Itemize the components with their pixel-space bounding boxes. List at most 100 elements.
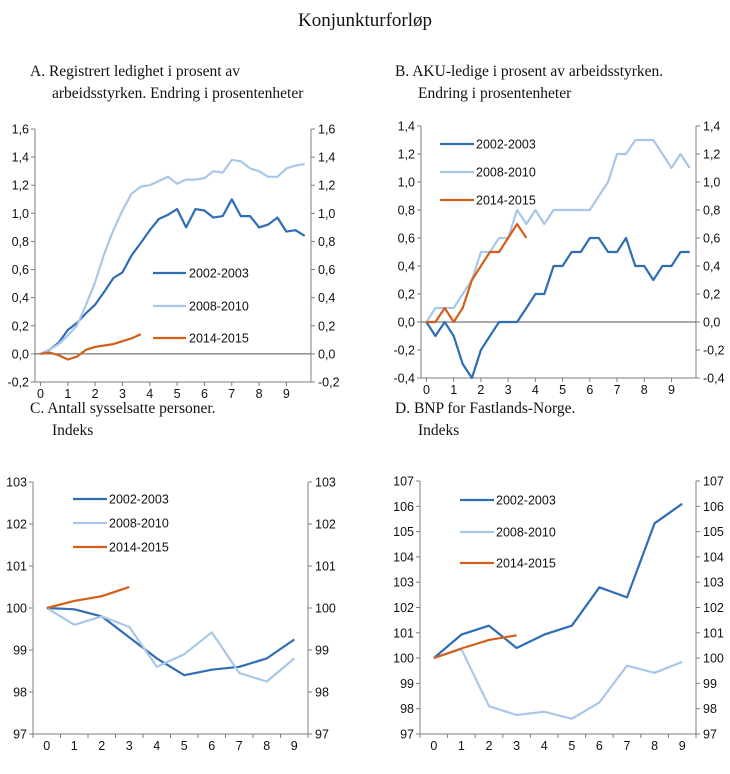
x-tick-label: 7	[614, 383, 621, 397]
panel-b-title: B. AKU-ledige i prosent av arbeidsstyrke…	[395, 61, 663, 105]
y-tick-label-right: 0,6	[318, 263, 335, 277]
y-tick-label-right: 0,2	[703, 288, 720, 302]
y-tick-label-left: 99	[13, 644, 27, 658]
y-tick-label-right: 0,8	[703, 204, 720, 218]
y-tick-label-right: 100	[703, 652, 724, 666]
panel-b-title-line-1: B. AKU-ledige i prosent av arbeidsstyrke…	[395, 63, 664, 80]
x-tick-label: 3	[505, 383, 512, 397]
y-tick-label-right: 0,0	[703, 316, 720, 330]
panel-a-title-line-2: arbeidsstyrken. Endring i prosentenheter	[52, 85, 304, 102]
panel-d-title-line-1: D. BNP for Fastlands-Norge.	[395, 400, 576, 417]
y-tick-label-right: 99	[703, 677, 717, 691]
x-tick-label: 0	[37, 387, 44, 401]
y-tick-label-right: -0,2	[703, 344, 725, 358]
y-tick-label-right: 0,0	[318, 347, 335, 361]
figure-title: Konjunkturforløp	[297, 10, 433, 31]
series-line-2014-2015	[40, 333, 142, 361]
series-line-2014-2015	[46, 585, 130, 610]
x-tick-label: 5	[559, 383, 566, 397]
x-tick-label: 2	[98, 739, 105, 753]
y-tick-label-right: 97	[315, 728, 329, 742]
y-tick-label-left: 0,6	[398, 232, 415, 246]
panel-d-title: D. BNP for Fastlands-Norge. Indeks	[395, 398, 575, 442]
y-tick-label-left: -0,2	[7, 376, 29, 390]
y-tick-label-right: 101	[315, 560, 336, 574]
y-tick-label-right: 103	[703, 576, 724, 590]
y-tick-label-right: 1,4	[703, 120, 720, 134]
y-tick-label-right: 0,2	[318, 319, 335, 333]
x-tick-label: 3	[513, 739, 520, 753]
x-tick-label: 8	[263, 739, 270, 753]
x-tick-label: 0	[43, 739, 50, 753]
y-tick-label-left: 1,0	[398, 176, 415, 190]
x-tick-label: 5	[568, 739, 575, 753]
x-tick-label: 6	[596, 739, 603, 753]
y-tick-label-left: 100	[6, 602, 27, 616]
y-tick-label-right: -0,2	[318, 376, 340, 390]
y-tick-label-left: 97	[400, 728, 414, 742]
y-tick-label-left: 1,4	[12, 151, 29, 165]
y-tick-label-left: 102	[6, 518, 27, 532]
y-tick-label-left: 1,6	[12, 123, 29, 137]
x-tick-label: 2	[92, 387, 99, 401]
x-tick-label: 9	[668, 383, 675, 397]
legend-label-2008-2010: 2008-2010	[109, 517, 169, 531]
x-tick-label: 8	[651, 739, 658, 753]
y-tick-label-left: 102	[393, 601, 414, 615]
x-tick-label: 0	[430, 739, 437, 753]
y-tick-label-right: 99	[315, 644, 329, 658]
y-tick-label-right: 100	[315, 602, 336, 616]
y-tick-label-left: 0,8	[398, 204, 415, 218]
y-tick-label-left: 1,2	[398, 148, 415, 162]
y-tick-label-right: 102	[315, 518, 336, 532]
panel-c-title: C. Antall sysselsatte personer. Indeks	[30, 398, 216, 442]
x-tick-label: 7	[624, 739, 631, 753]
series-line-2008-2010	[40, 158, 305, 355]
series-line-2002-2003	[433, 502, 683, 659]
y-tick-label-right: 1,4	[318, 151, 335, 165]
series-line-2002-2003	[40, 198, 306, 355]
y-tick-label-right: 1,2	[318, 179, 335, 193]
x-tick-label: 8	[256, 387, 263, 401]
x-tick-label: 1	[64, 387, 71, 401]
y-tick-label-left: 0,2	[398, 288, 415, 302]
y-tick-label-right: 0,4	[318, 291, 335, 305]
y-tick-label-left: 0,4	[398, 260, 415, 274]
x-tick-label: 9	[291, 739, 298, 753]
panel-c-title-line-2: Indeks	[52, 422, 94, 439]
series-line-2008-2010	[46, 607, 296, 683]
x-tick-label: 1	[71, 739, 78, 753]
legend-label-2002-2003: 2002-2003	[109, 493, 169, 507]
y-tick-label-right: 105	[703, 525, 724, 539]
y-tick-label-left: 98	[13, 686, 27, 700]
series-line-2002-2003	[46, 606, 295, 677]
y-tick-label-left: 105	[393, 525, 414, 539]
x-tick-label: 1	[450, 383, 457, 397]
y-tick-label-right: 1,6	[318, 123, 335, 137]
y-tick-label-left: 100	[393, 652, 414, 666]
y-tick-label-right: 1,0	[318, 207, 335, 221]
x-tick-label: 9	[679, 739, 686, 753]
y-tick-label-left: 107	[393, 475, 414, 489]
y-tick-label-right: 98	[315, 686, 329, 700]
x-tick-label: 5	[174, 387, 181, 401]
y-tick-label-right: 97	[703, 728, 717, 742]
legend-label-2002-2003: 2002-2003	[496, 494, 556, 508]
panel-b-title-line-2: Endring i prosentenheter	[418, 85, 572, 102]
y-tick-label-right: 98	[703, 702, 717, 716]
x-tick-label: 4	[532, 383, 539, 397]
y-tick-label-right: 0,6	[703, 232, 720, 246]
y-tick-label-left: 0,6	[12, 263, 29, 277]
series-line-2002-2003	[425, 236, 690, 380]
y-tick-label-left: 1,0	[12, 207, 29, 221]
x-tick-label: 8	[641, 383, 648, 397]
x-tick-label: 4	[541, 739, 548, 753]
legend-label-2014-2015: 2014-2015	[476, 194, 536, 208]
panel-a-title-line-1: A. Registrert ledighet i prosent av	[30, 63, 241, 80]
y-tick-label-left: -0,2	[393, 344, 415, 358]
y-tick-label-left: 0,0	[398, 316, 415, 330]
x-tick-label: 0	[423, 383, 430, 397]
y-tick-label-right: 104	[703, 550, 724, 564]
